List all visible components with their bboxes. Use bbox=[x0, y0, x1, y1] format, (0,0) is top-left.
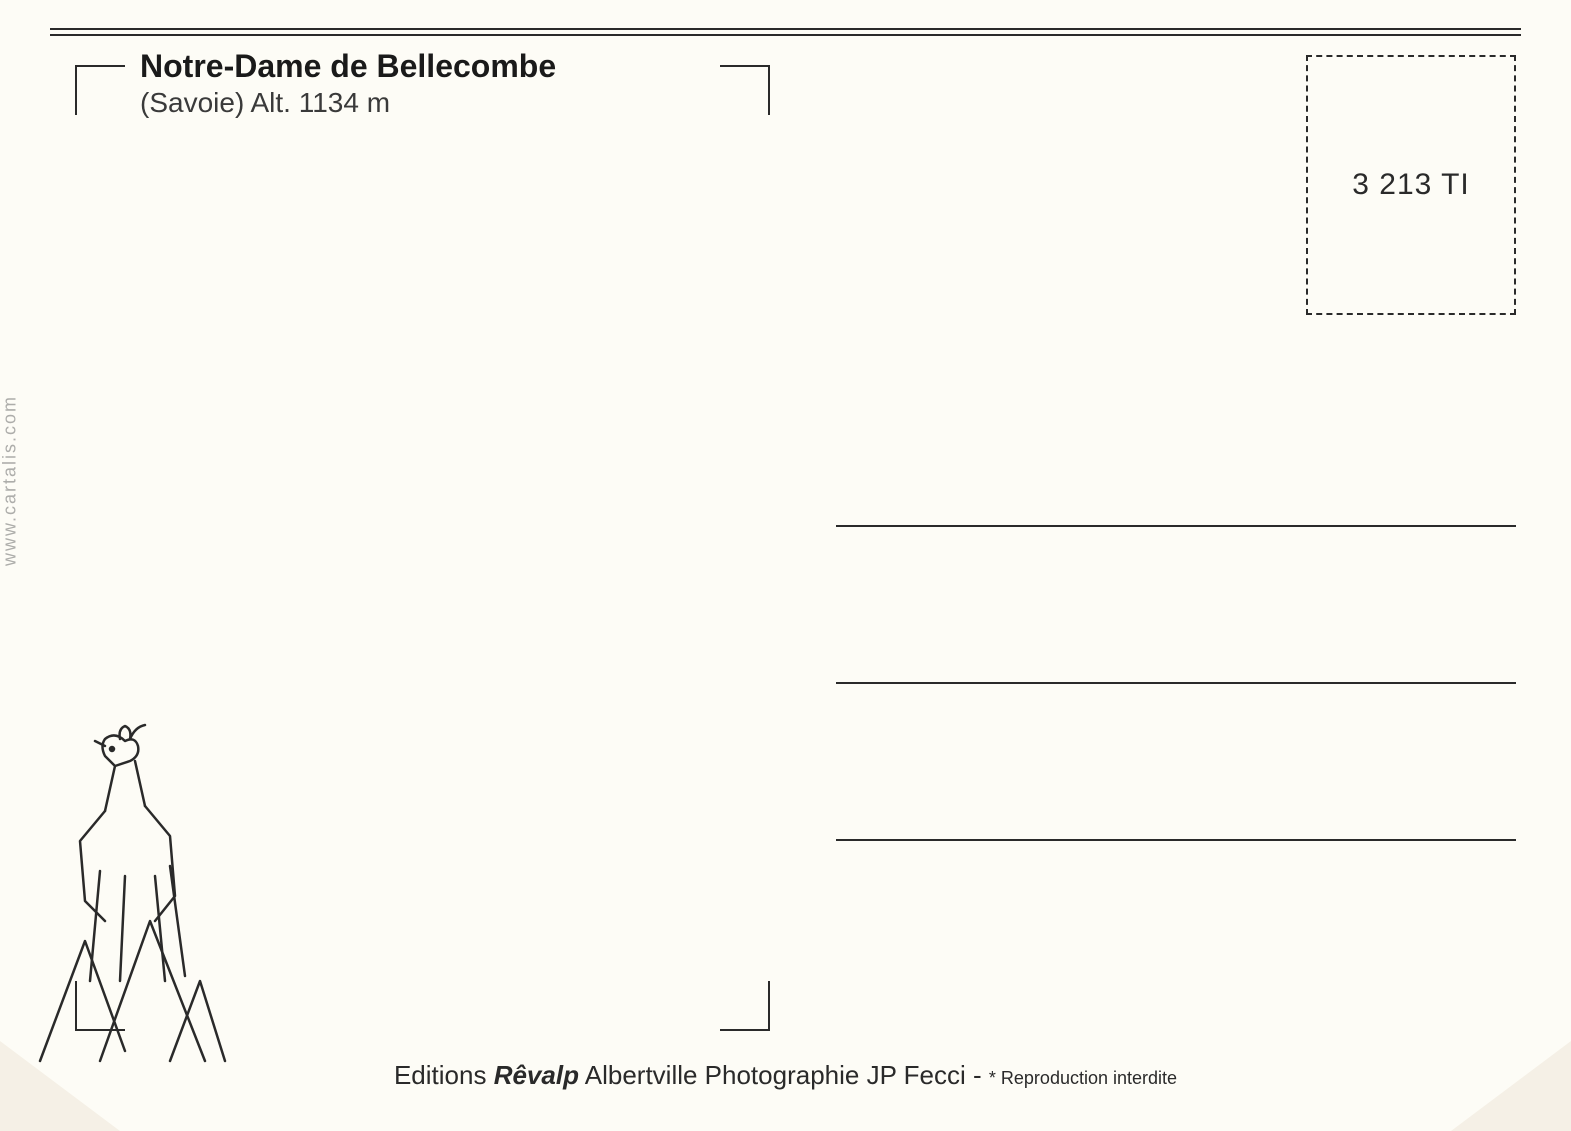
address-line bbox=[836, 839, 1516, 841]
rule-line bbox=[50, 34, 1521, 36]
location-subtitle: (Savoie) Alt. 1134 m bbox=[140, 87, 556, 119]
address-line bbox=[836, 525, 1516, 527]
crop-mark-top-right bbox=[720, 65, 770, 115]
crop-mark-bottom-right bbox=[720, 981, 770, 1031]
publisher-logo bbox=[30, 721, 230, 1071]
publisher-name: Rêvalp bbox=[494, 1060, 579, 1090]
chamois-mountain-icon bbox=[30, 721, 230, 1071]
stamp-placeholder-box: 3 213 TI bbox=[1306, 55, 1516, 315]
header-block: Notre-Dame de Bellecombe (Savoie) Alt. 1… bbox=[140, 48, 556, 119]
top-double-rule bbox=[50, 28, 1521, 40]
stamp-code: 3 213 TI bbox=[1352, 168, 1470, 202]
credits-line: Editions Rêvalp Albertville Photographie… bbox=[0, 1060, 1571, 1091]
address-line bbox=[836, 682, 1516, 684]
crop-mark-top-left bbox=[75, 65, 125, 115]
address-lines-group bbox=[836, 525, 1516, 841]
credits-location-photo: Albertville Photographie JP Fecci - bbox=[579, 1060, 989, 1090]
reproduction-notice: * Reproduction interdite bbox=[989, 1068, 1177, 1088]
rule-line bbox=[50, 28, 1521, 30]
location-title: Notre-Dame de Bellecombe bbox=[140, 48, 556, 85]
watermark-text: www.cartalis.com bbox=[0, 394, 21, 565]
credits-prefix: Editions bbox=[394, 1060, 494, 1090]
